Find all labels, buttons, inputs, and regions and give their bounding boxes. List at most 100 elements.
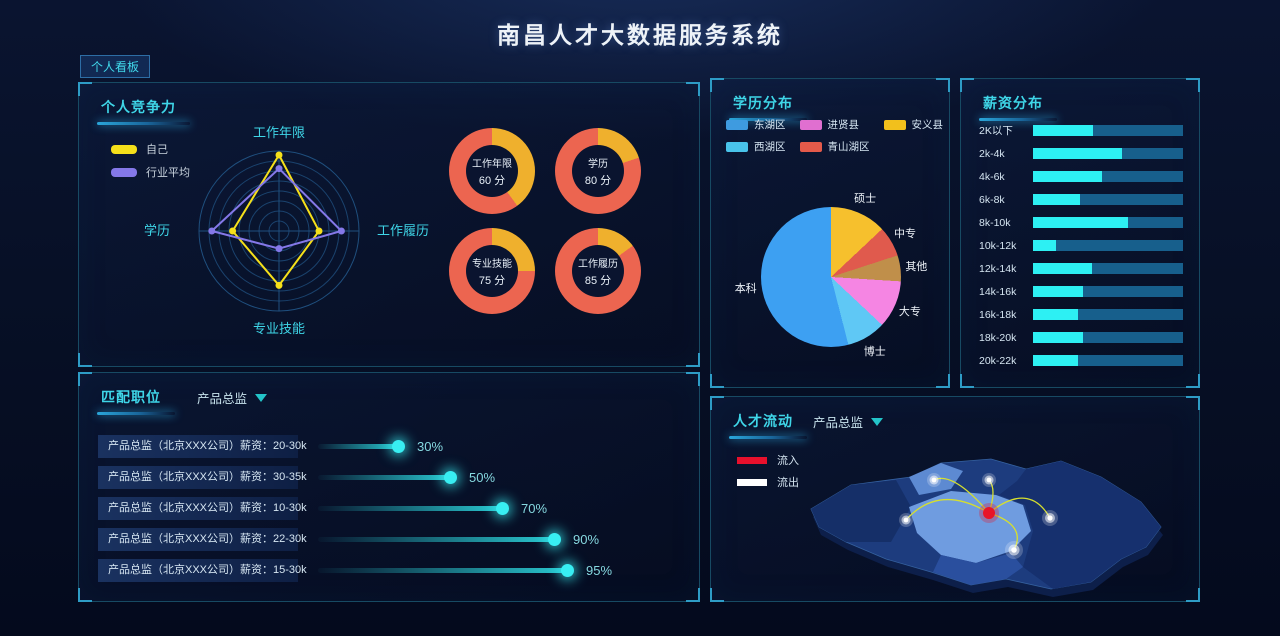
radar-point <box>337 227 345 235</box>
map-region-central <box>909 491 1031 563</box>
radar-point <box>275 151 283 159</box>
board-tab[interactable]: 个人看板 <box>80 55 151 78</box>
panel-title-education: 学历分布 <box>729 95 807 121</box>
salary-range-label: 8k-10k <box>979 216 1011 229</box>
legend-item-行业平均[interactable]: 行业平均 <box>111 164 190 180</box>
legend-label: 东湖区 <box>754 119 786 131</box>
legend-label: 进贤县 <box>827 119 860 131</box>
salary-bar-fill <box>1033 217 1128 228</box>
donut-score: 60 分 <box>478 174 506 187</box>
page-title: 南昌人才大数据服务系统 <box>497 22 783 48</box>
flow-filter-dropdown[interactable]: 产品总监 <box>813 412 884 431</box>
panel-corner <box>936 78 950 92</box>
legend-swatch <box>111 144 137 154</box>
pie-slice-label-本科: 本科 <box>734 282 757 295</box>
job-salary: 薪资：22-30k <box>240 533 307 545</box>
education-legend-item-青山湖区[interactable]: 青山湖区 <box>799 139 870 154</box>
salary-range-label: 2k-4k <box>979 147 1005 160</box>
legend-label: 安义县 <box>911 119 944 131</box>
salary-bar-track <box>1033 263 1183 274</box>
salary-bar-track <box>1033 355 1183 366</box>
match-progress-bar: 70% <box>318 501 679 516</box>
panel-match-jobs: 匹配职位 产品总监 产品总监（北京XXX公司） 薪资：20-30k 30% 产品总监（… <box>78 372 700 602</box>
legend-swatch <box>726 141 748 152</box>
radar-point <box>208 227 216 235</box>
salary-row: 4k-6k <box>979 171 1183 183</box>
panel-corner <box>78 588 92 602</box>
pie-slice-label-大专: 大专 <box>898 306 921 319</box>
flow-legend: 流入流出 <box>737 452 799 496</box>
job-salary: 薪资：30-35k <box>240 471 307 483</box>
flow-legend-item-流入[interactable]: 流入 <box>737 452 799 468</box>
progress-dot <box>548 533 561 546</box>
salary-range-label: 20k-22k <box>979 354 1017 367</box>
legend-swatch <box>726 119 748 130</box>
education-legend-item-西湖区[interactable]: 西湖区 <box>726 139 786 154</box>
salary-row: 2k-4k <box>979 147 1183 160</box>
education-legend: 东湖区西湖区 进贤县青山湖区 安义县 <box>726 117 943 154</box>
legend-swatch <box>799 141 822 152</box>
match-job-row[interactable]: 产品总监（北京XXX公司） 薪资：22-30k 90% <box>98 528 679 551</box>
salary-row: 6k-8k <box>979 193 1183 206</box>
panel-corner <box>78 82 92 96</box>
score-donut-专业技能: 专业技能 75 分 <box>449 228 535 314</box>
legend-swatch <box>737 478 767 486</box>
match-progress-bar: 90% <box>318 532 679 547</box>
donut-label: 学历 <box>588 158 608 170</box>
progress-dot <box>561 564 574 577</box>
radar-point <box>275 245 283 253</box>
flow-filter-value: 产品总监 <box>813 416 864 430</box>
legend-label: 流出 <box>777 477 799 489</box>
education-legend-item-进贤县[interactable]: 进贤县 <box>799 117 870 132</box>
legend-swatch <box>883 119 906 130</box>
match-progress-bar: 95% <box>318 563 679 578</box>
match-job-row[interactable]: 产品总监（北京XXX公司） 薪资：10-30k 70% <box>98 497 679 520</box>
panel-corner <box>710 396 724 410</box>
salary-row: 14k-16k <box>979 286 1183 298</box>
progress-percent: 70% <box>521 501 548 516</box>
panel-corner <box>960 374 974 388</box>
radar-point <box>229 227 237 235</box>
education-pie-chart: 硕士 中专 其他 大专 博士 本科 <box>735 193 928 358</box>
donut-center: 工作履历 85 分 <box>572 245 624 297</box>
panel-corner <box>78 353 92 367</box>
radar-axis-label: 工作年限 <box>253 125 305 140</box>
education-legend-item-东湖区[interactable]: 东湖区 <box>726 117 786 132</box>
salary-bar-fill <box>1033 309 1078 320</box>
salary-bar-fill <box>1033 194 1080 205</box>
panel-corner <box>78 372 92 386</box>
salary-bar-track <box>1033 194 1183 205</box>
panel-corner <box>960 78 974 92</box>
match-job-row[interactable]: 产品总监（北京XXX公司） 薪资：15-30k 95% <box>98 559 679 582</box>
salary-range-label: 6k-8k <box>979 193 1005 206</box>
match-job-row[interactable]: 产品总监（北京XXX公司） 薪资：30-35k 50% <box>98 466 679 489</box>
radar-axis-label: 学历 <box>144 223 170 238</box>
talent-flow-map <box>810 458 1163 597</box>
education-legend-item-安义县[interactable]: 安义县 <box>883 117 944 132</box>
salary-bar-track <box>1033 125 1183 136</box>
match-job-row[interactable]: 产品总监（北京XXX公司） 薪资：20-30k 30% <box>98 435 679 458</box>
score-donut-工作年限: 工作年限 60 分 <box>449 128 535 214</box>
panel-education: 学历分布 东湖区西湖区 进贤县青山湖区 安义县 硕士 中专 其他 大专 博士 本科 <box>710 78 950 388</box>
panel-competitiveness: 个人竞争力 自己 行业平均 工作年限 工作履历 专业技能 学历 工作年限 60 分学历 80… <box>78 82 700 367</box>
progress-line <box>318 444 396 449</box>
salary-row: 18k-20k <box>979 331 1183 344</box>
job-info-box: 产品总监（北京XXX公司） 薪资：15-30k <box>98 559 307 582</box>
donut-score: 75 分 <box>478 274 506 287</box>
radar-point <box>315 227 323 235</box>
match-filter-dropdown[interactable]: 产品总监 <box>197 388 268 407</box>
panel-title-competitiveness: 个人竞争力 <box>97 99 190 125</box>
salary-range-label: 2K以下 <box>979 125 1013 137</box>
salary-row: 16k-18k <box>979 308 1183 321</box>
salary-range-label: 18k-20k <box>979 331 1017 344</box>
legend-item-自己[interactable]: 自己 <box>111 141 190 157</box>
map-region-east <box>999 461 1161 589</box>
donut-label: 工作年限 <box>472 158 512 170</box>
salary-range-label: 16k-18k <box>979 308 1017 321</box>
pie-slice-label-中专: 中专 <box>894 228 917 241</box>
salary-bar-track <box>1033 148 1183 159</box>
legend-label: 青山湖区 <box>827 141 870 153</box>
match-filter-value: 产品总监 <box>197 392 248 406</box>
flow-origin-dot <box>979 503 999 523</box>
flow-legend-item-流出[interactable]: 流出 <box>737 474 799 490</box>
